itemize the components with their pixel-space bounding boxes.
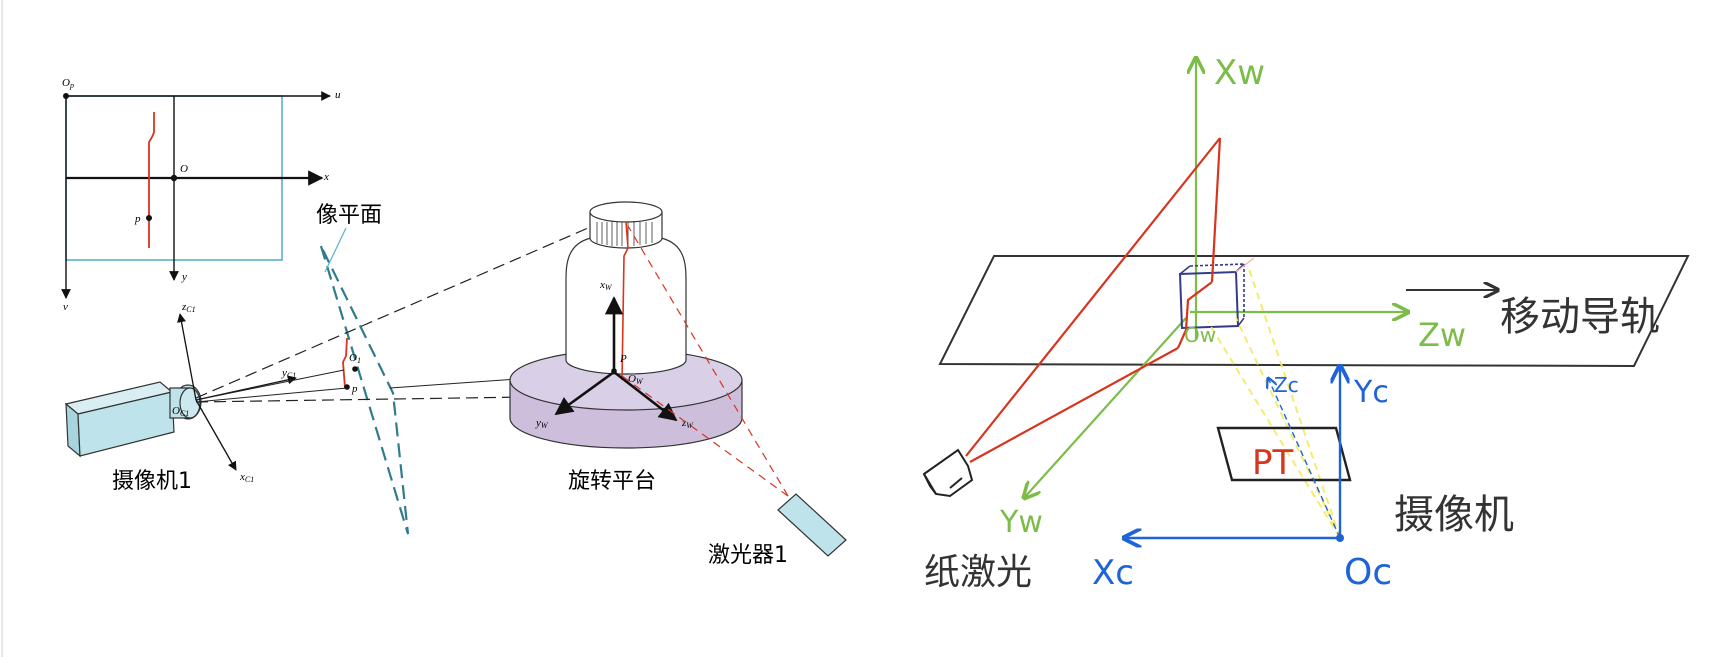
camera-z-label: zC1 (181, 301, 196, 314)
world-point-P-label: P (619, 353, 627, 365)
camera-1-label: 摄像机1 (112, 469, 192, 494)
rail-label: 移动导轨 (1500, 294, 1660, 340)
camera-x-axis (195, 399, 237, 471)
o1-label: O1 (349, 352, 361, 365)
bottle-cap-top (589, 201, 663, 223)
label-v: v (63, 301, 68, 313)
laser-1-label: 激光器1 (708, 543, 788, 568)
center-dot (170, 174, 178, 182)
yw-axis (1024, 317, 1187, 498)
image-plane-diagram: Op u v O x y p (61, 77, 341, 313)
moving-rail-plane (938, 255, 1690, 368)
laser-label-right: 纸激光 (924, 552, 1032, 593)
laser-curve-image (148, 112, 155, 248)
world-origin-label: OW (628, 373, 644, 386)
oc-label: Oc (1344, 552, 1392, 593)
label-u: u (335, 89, 341, 101)
camera-y-label: yC1 (281, 367, 296, 380)
platform-label: 旋转平台 (568, 469, 656, 494)
proj-solid-b (195, 387, 348, 403)
world-origin-dot (611, 368, 617, 374)
zc-label: Zc (1274, 373, 1299, 397)
image-plane-label-leader (324, 227, 347, 273)
p-plane-dot (344, 384, 350, 390)
camera-z-axis (177, 313, 197, 401)
left-figure: Op u v O x y p 像平面 O1 p (61, 77, 847, 568)
origin-pixel-dot (63, 93, 69, 99)
label-y: y (181, 271, 187, 283)
camera-1: zC1 yC1 xC1 OC1 摄像机1 (64, 301, 297, 494)
pt-label: PT (1252, 443, 1294, 483)
label-o: O (180, 163, 188, 175)
camera-body-side (77, 391, 175, 457)
xw-label: Xw (1214, 53, 1265, 93)
camera-rays (1207, 265, 1341, 539)
laser-body (777, 493, 847, 557)
world-y-axis (554, 370, 615, 416)
proj-solid-a (195, 369, 345, 401)
laser-device (922, 448, 974, 498)
yw-label: Yw (999, 505, 1043, 540)
ow-label: Ow (1184, 323, 1216, 347)
world-z-label: zW (681, 417, 694, 430)
laser-beam-lower (621, 375, 789, 497)
laser-beam-upper (627, 225, 789, 497)
label-op: Op (62, 77, 74, 90)
bottle-body (565, 237, 687, 375)
point-p-dot (146, 215, 152, 221)
perspective-image-plane: 像平面 O1 p (316, 203, 410, 535)
yc-label: Yc (1353, 375, 1389, 410)
laser-1: 激光器1 (621, 225, 847, 568)
label-x: x (323, 171, 329, 183)
laser-curve-plane (342, 337, 348, 389)
o1-dot (352, 366, 358, 372)
camera-x-label: xC1 (239, 471, 254, 484)
laser-sheet (965, 137, 1255, 463)
world-axes: xW yW zW OW P (535, 279, 694, 430)
xc-label: Xc (1092, 553, 1134, 593)
laser-curve-bottle (621, 221, 629, 381)
world-z-axis (613, 370, 678, 422)
right-figure: PT Xw Zw Yw Ow 移动导轨 Yc Zc Xc Oc 摄像机 纸激光 (922, 53, 1690, 593)
bottle (565, 201, 687, 381)
world-y-label: yW (535, 417, 549, 430)
p-plane-label: p (351, 383, 358, 395)
image-plane-dashed (319, 245, 410, 535)
camera-label-right: 摄像机 (1394, 492, 1514, 538)
zw-label: Zw (1418, 316, 1466, 354)
image-plane-label: 像平面 (316, 203, 382, 228)
bottle-cap-ridges (596, 222, 653, 246)
label-p: p (134, 213, 141, 225)
image-plane-pt: PT (1216, 426, 1352, 483)
oc-dot (1336, 534, 1344, 542)
world-x-label: xW (599, 279, 613, 292)
camera-origin-label: OC1 (172, 405, 189, 418)
